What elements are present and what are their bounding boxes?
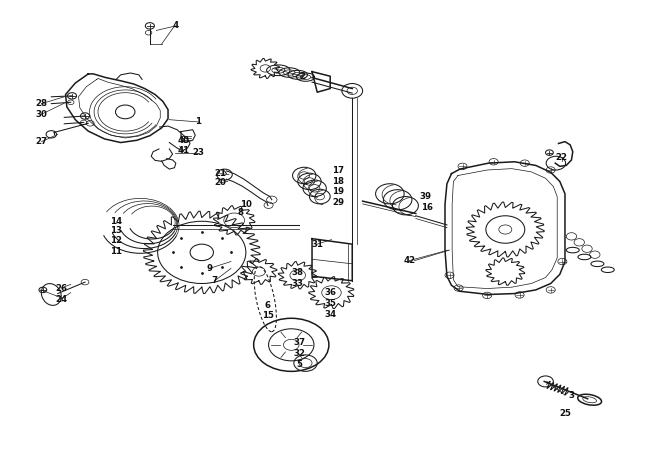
Text: 14: 14	[110, 217, 122, 226]
Text: 31: 31	[311, 240, 323, 249]
Text: 38: 38	[292, 269, 304, 278]
Text: 24: 24	[55, 295, 67, 303]
Text: 42: 42	[403, 256, 415, 265]
Text: 41: 41	[177, 146, 190, 155]
Text: 34: 34	[324, 310, 336, 319]
Text: 29: 29	[332, 198, 344, 207]
Text: 39: 39	[419, 192, 432, 201]
Text: 23: 23	[192, 148, 205, 157]
Text: 17: 17	[332, 167, 344, 175]
Text: 4: 4	[173, 22, 179, 30]
Text: 11: 11	[110, 247, 122, 256]
Text: 40: 40	[177, 136, 190, 145]
Text: 27: 27	[36, 137, 47, 146]
Text: 37: 37	[293, 338, 305, 347]
Text: 28: 28	[36, 99, 47, 108]
Text: 26: 26	[55, 284, 67, 292]
Text: 2: 2	[299, 72, 305, 81]
Text: 3: 3	[569, 391, 575, 400]
Text: 8: 8	[238, 207, 244, 217]
Text: 35: 35	[324, 299, 336, 308]
Text: 9: 9	[207, 264, 213, 273]
Text: 33: 33	[292, 279, 304, 288]
Text: 13: 13	[110, 226, 122, 235]
Text: 22: 22	[556, 153, 567, 162]
Text: 30: 30	[36, 110, 47, 119]
Text: 12: 12	[110, 236, 122, 246]
Text: 32: 32	[293, 349, 305, 358]
Text: 15: 15	[262, 311, 274, 320]
Text: 18: 18	[332, 177, 344, 186]
Text: 20: 20	[214, 179, 226, 187]
Text: 5: 5	[296, 360, 302, 369]
Text: 19: 19	[332, 187, 344, 196]
Text: 1: 1	[196, 118, 202, 127]
Text: 10: 10	[240, 200, 252, 209]
Text: 16: 16	[421, 203, 434, 212]
Text: 36: 36	[324, 288, 336, 297]
Text: 6: 6	[265, 301, 271, 309]
Text: 21: 21	[214, 169, 226, 178]
Text: 25: 25	[559, 409, 571, 418]
Text: 7: 7	[212, 276, 218, 285]
